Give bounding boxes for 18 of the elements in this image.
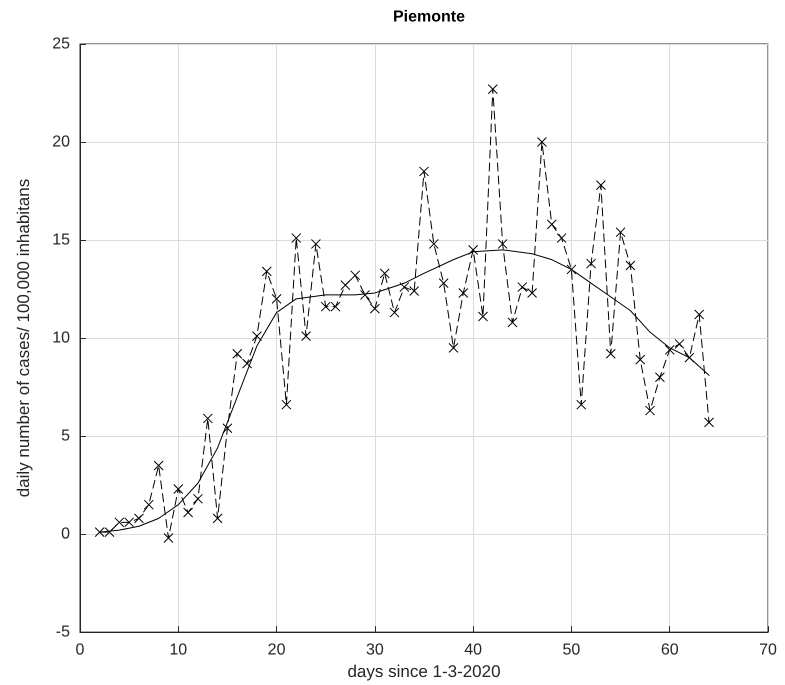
x-tick-label: 10 (169, 642, 188, 659)
x-tick-label: 30 (366, 642, 384, 659)
x-axis-title: days since 1-3-2020 (347, 662, 501, 681)
y-tick-label: 15 (52, 232, 70, 249)
x-tick-label: 40 (464, 642, 482, 659)
y-axis-title: daily number of cases/ 100,000 inhabitans (14, 178, 33, 498)
x-tick-label: 50 (562, 642, 580, 659)
x-tick-label: 70 (759, 642, 777, 659)
x-tick-label: 0 (76, 642, 85, 659)
y-tick-label: 25 (52, 36, 70, 52)
y-tick-label: 10 (52, 330, 70, 347)
y-tick-label: 0 (61, 526, 70, 543)
x-tick-label: 20 (268, 642, 286, 659)
y-tick-label: 20 (52, 134, 70, 151)
y-tick-label: 5 (61, 428, 70, 445)
x-tick-label: 60 (660, 642, 679, 659)
y-tick-label: -5 (56, 624, 70, 641)
chart-title: Piemonte (392, 8, 466, 26)
